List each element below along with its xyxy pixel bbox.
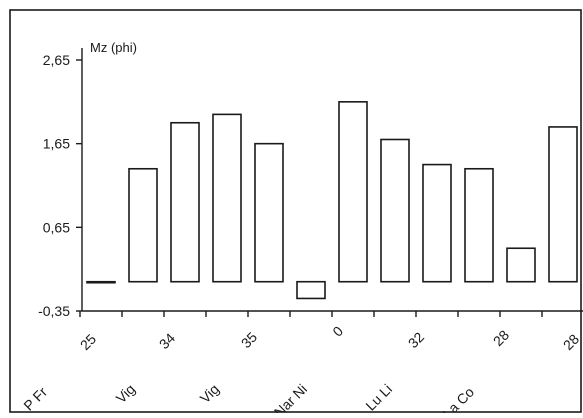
x-tick-label: 35 [238,329,260,351]
bar [296,280,326,300]
y-ticks: 2,65 1,65 0,65 -0,35 [38,52,82,319]
x-tick-label: La Co [439,384,477,413]
bar [128,167,158,283]
bar [170,121,200,283]
bar [548,126,578,283]
y-tick-label: -0,35 [38,303,70,319]
x-tick-label: 25 [77,331,99,353]
x-tick-label: 28 [560,331,582,353]
x-labels: P Fr 25 Vig 34 Vig 35 Nar Ni 0 Lu Li 32 La Co 28 28 [20,323,582,418]
bar [506,247,536,283]
bar [422,163,452,283]
x-tick-label: 28 [490,327,512,349]
x-tick-label: 0 [329,323,346,340]
x-tick-label: Lu Li [362,381,395,413]
y-tick-label: 2,65 [43,52,70,68]
chart-border [9,9,582,413]
x-tick-label: Vig [197,381,222,406]
bar [254,142,284,283]
bar [212,113,242,283]
y-tick-label: 0,65 [43,219,70,235]
x-tick-label: 32 [405,329,427,351]
x-ticks [79,311,543,317]
y-tick-label: 1,65 [43,136,70,152]
x-tick-label: Nar Ni [271,381,310,413]
x-tick-label: P Fr [20,384,50,413]
x-tick-label: 34 [156,330,178,352]
bar [464,167,494,283]
x-tick-label: Vig [113,381,138,406]
bars [86,101,578,300]
bar [86,280,116,284]
bar [338,101,368,283]
y-axis-label: Mz (phi) [90,40,137,55]
bar [380,138,410,283]
